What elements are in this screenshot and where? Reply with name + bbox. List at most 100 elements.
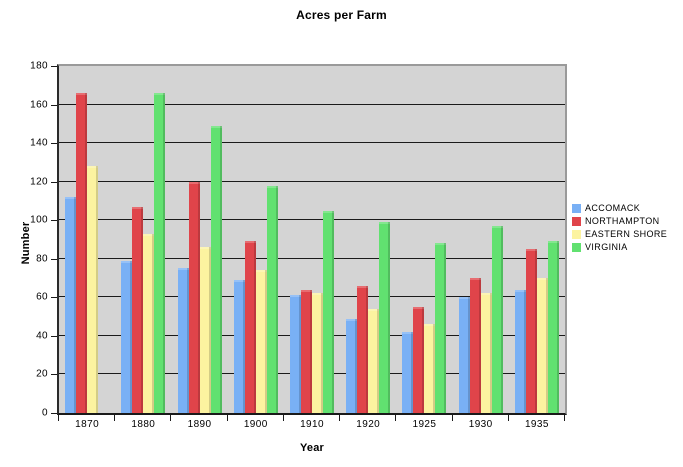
bar-virginia-1935 <box>547 241 559 413</box>
y-tick-160 <box>51 104 57 106</box>
bar-northampton-1935 <box>525 249 537 413</box>
y-tick-120 <box>51 181 57 183</box>
bar-accomack-1880 <box>121 260 133 413</box>
bar-northampton-1870 <box>76 93 88 413</box>
y-tick-label-180: 180 <box>30 60 48 72</box>
y-tick-label-60: 60 <box>36 291 48 303</box>
bar-virginia-1920 <box>379 222 391 413</box>
x-tick-5 <box>339 415 341 421</box>
legend: ACCOMACK NORTHAMPTON EASTERN SHORE VIRGINIA <box>572 203 667 252</box>
gridline-140 <box>59 142 565 144</box>
bar-virginia-1890 <box>210 125 222 413</box>
y-axis-title: Number <box>20 221 32 265</box>
x-tick-4 <box>282 415 284 421</box>
gridline-100 <box>59 219 565 221</box>
bar-virginia-1925 <box>435 243 447 413</box>
bar-eastern-shore-1935 <box>536 278 548 413</box>
y-axis-tick-labels: 0 20 40 60 80 100 120 140 160 180 <box>0 60 48 419</box>
bar-virginia-1900 <box>266 185 278 413</box>
bar-accomack-1925 <box>402 332 414 413</box>
bar-accomack-1935 <box>514 289 526 413</box>
bar-virginia-1880 <box>154 93 166 413</box>
y-tick-label-80: 80 <box>36 253 48 265</box>
bar-accomack-1930 <box>458 297 470 413</box>
bar-northampton-1920 <box>357 285 369 413</box>
bar-eastern-shore-1920 <box>368 308 380 413</box>
x-tick-2 <box>170 415 172 421</box>
legend-label: VIRGINIA <box>585 242 628 252</box>
x-tick-8 <box>507 415 509 421</box>
x-tick-1 <box>114 415 116 421</box>
bar-northampton-1910 <box>300 289 312 413</box>
bar-group-1935 <box>509 66 565 413</box>
x-tick-label-1870: 1870 <box>75 419 100 430</box>
gridline-120 <box>59 180 565 182</box>
bar-group-1900 <box>228 66 284 413</box>
bar-eastern-shore-1880 <box>143 233 155 413</box>
bar-northampton-1930 <box>469 278 481 413</box>
gridline-80 <box>59 257 565 259</box>
y-tick-80 <box>51 258 57 260</box>
y-tick-label-120: 120 <box>30 176 48 188</box>
bar-accomack-1910 <box>289 295 301 413</box>
x-tick-label-1900: 1900 <box>243 419 268 430</box>
bar-eastern-shore-1930 <box>480 293 492 413</box>
y-tick-20 <box>51 374 57 376</box>
bar-group-1910 <box>284 66 340 413</box>
y-tick-label-100: 100 <box>30 214 48 226</box>
legend-item-eastern-shore: EASTERN SHORE <box>572 229 667 239</box>
bar-group-1890 <box>171 66 227 413</box>
y-tick-label-160: 160 <box>30 99 48 111</box>
bar-group-1870 <box>59 66 115 413</box>
plot-area <box>51 64 567 421</box>
x-axis-title: Year <box>299 442 325 454</box>
bar-eastern-shore-1890 <box>199 247 211 413</box>
bar-eastern-shore-1925 <box>424 324 436 413</box>
x-tick-label-1910: 1910 <box>300 419 324 430</box>
x-tick-9 <box>564 415 565 421</box>
x-axis-tick-labels: 1870 1880 1890 1900 1910 1920 1925 1930 1935 <box>59 419 565 433</box>
y-tick-40 <box>51 335 57 337</box>
y-tick-140 <box>51 143 57 145</box>
bar-accomack-1900 <box>233 279 245 413</box>
legend-color-swatch-icon <box>572 229 581 239</box>
bar-northampton-1890 <box>188 181 200 413</box>
bar-accomack-1920 <box>346 318 358 413</box>
bar-northampton-1900 <box>244 241 256 413</box>
y-tick-60 <box>51 297 57 299</box>
bar-group-1930 <box>453 66 509 413</box>
bar-eastern-shore-1900 <box>255 270 267 413</box>
x-tick-6 <box>395 415 397 421</box>
bar-group-1925 <box>396 66 452 413</box>
bar-accomack-1870 <box>65 197 77 413</box>
legend-item-northampton: NORTHAMPTON <box>572 216 667 226</box>
gridline-160 <box>59 103 565 105</box>
y-tick-180 <box>51 66 57 67</box>
x-tick-label-1890: 1890 <box>187 419 212 430</box>
x-tick-label-1925: 1925 <box>412 419 437 430</box>
legend-color-swatch-icon <box>572 203 581 213</box>
bar-accomack-1890 <box>177 268 189 413</box>
bar-group-1920 <box>340 66 396 413</box>
x-tick-label-1880: 1880 <box>131 419 156 430</box>
bar-northampton-1880 <box>132 206 144 413</box>
bar-groups-layer <box>59 66 565 413</box>
chart-title: Acres per Farm <box>296 8 387 22</box>
x-tick-0 <box>58 415 59 421</box>
legend-label: ACCOMACK <box>585 203 641 213</box>
y-tick-label-20: 20 <box>36 368 48 380</box>
bar-northampton-1925 <box>413 306 425 413</box>
legend-label: NORTHAMPTON <box>585 216 660 226</box>
x-tick-label-1920: 1920 <box>356 419 381 430</box>
y-tick-label-140: 140 <box>30 137 48 149</box>
x-tick-3 <box>226 415 228 421</box>
x-tick-7 <box>451 415 453 421</box>
y-tick-label-40: 40 <box>36 330 48 342</box>
y-tick-label-0: 0 <box>42 407 48 419</box>
legend-label: EASTERN SHORE <box>585 229 668 239</box>
y-tick-100 <box>51 220 57 222</box>
legend-color-swatch-icon <box>572 216 581 226</box>
bar-virginia-1930 <box>491 226 503 413</box>
bar-eastern-shore-1910 <box>311 293 323 413</box>
